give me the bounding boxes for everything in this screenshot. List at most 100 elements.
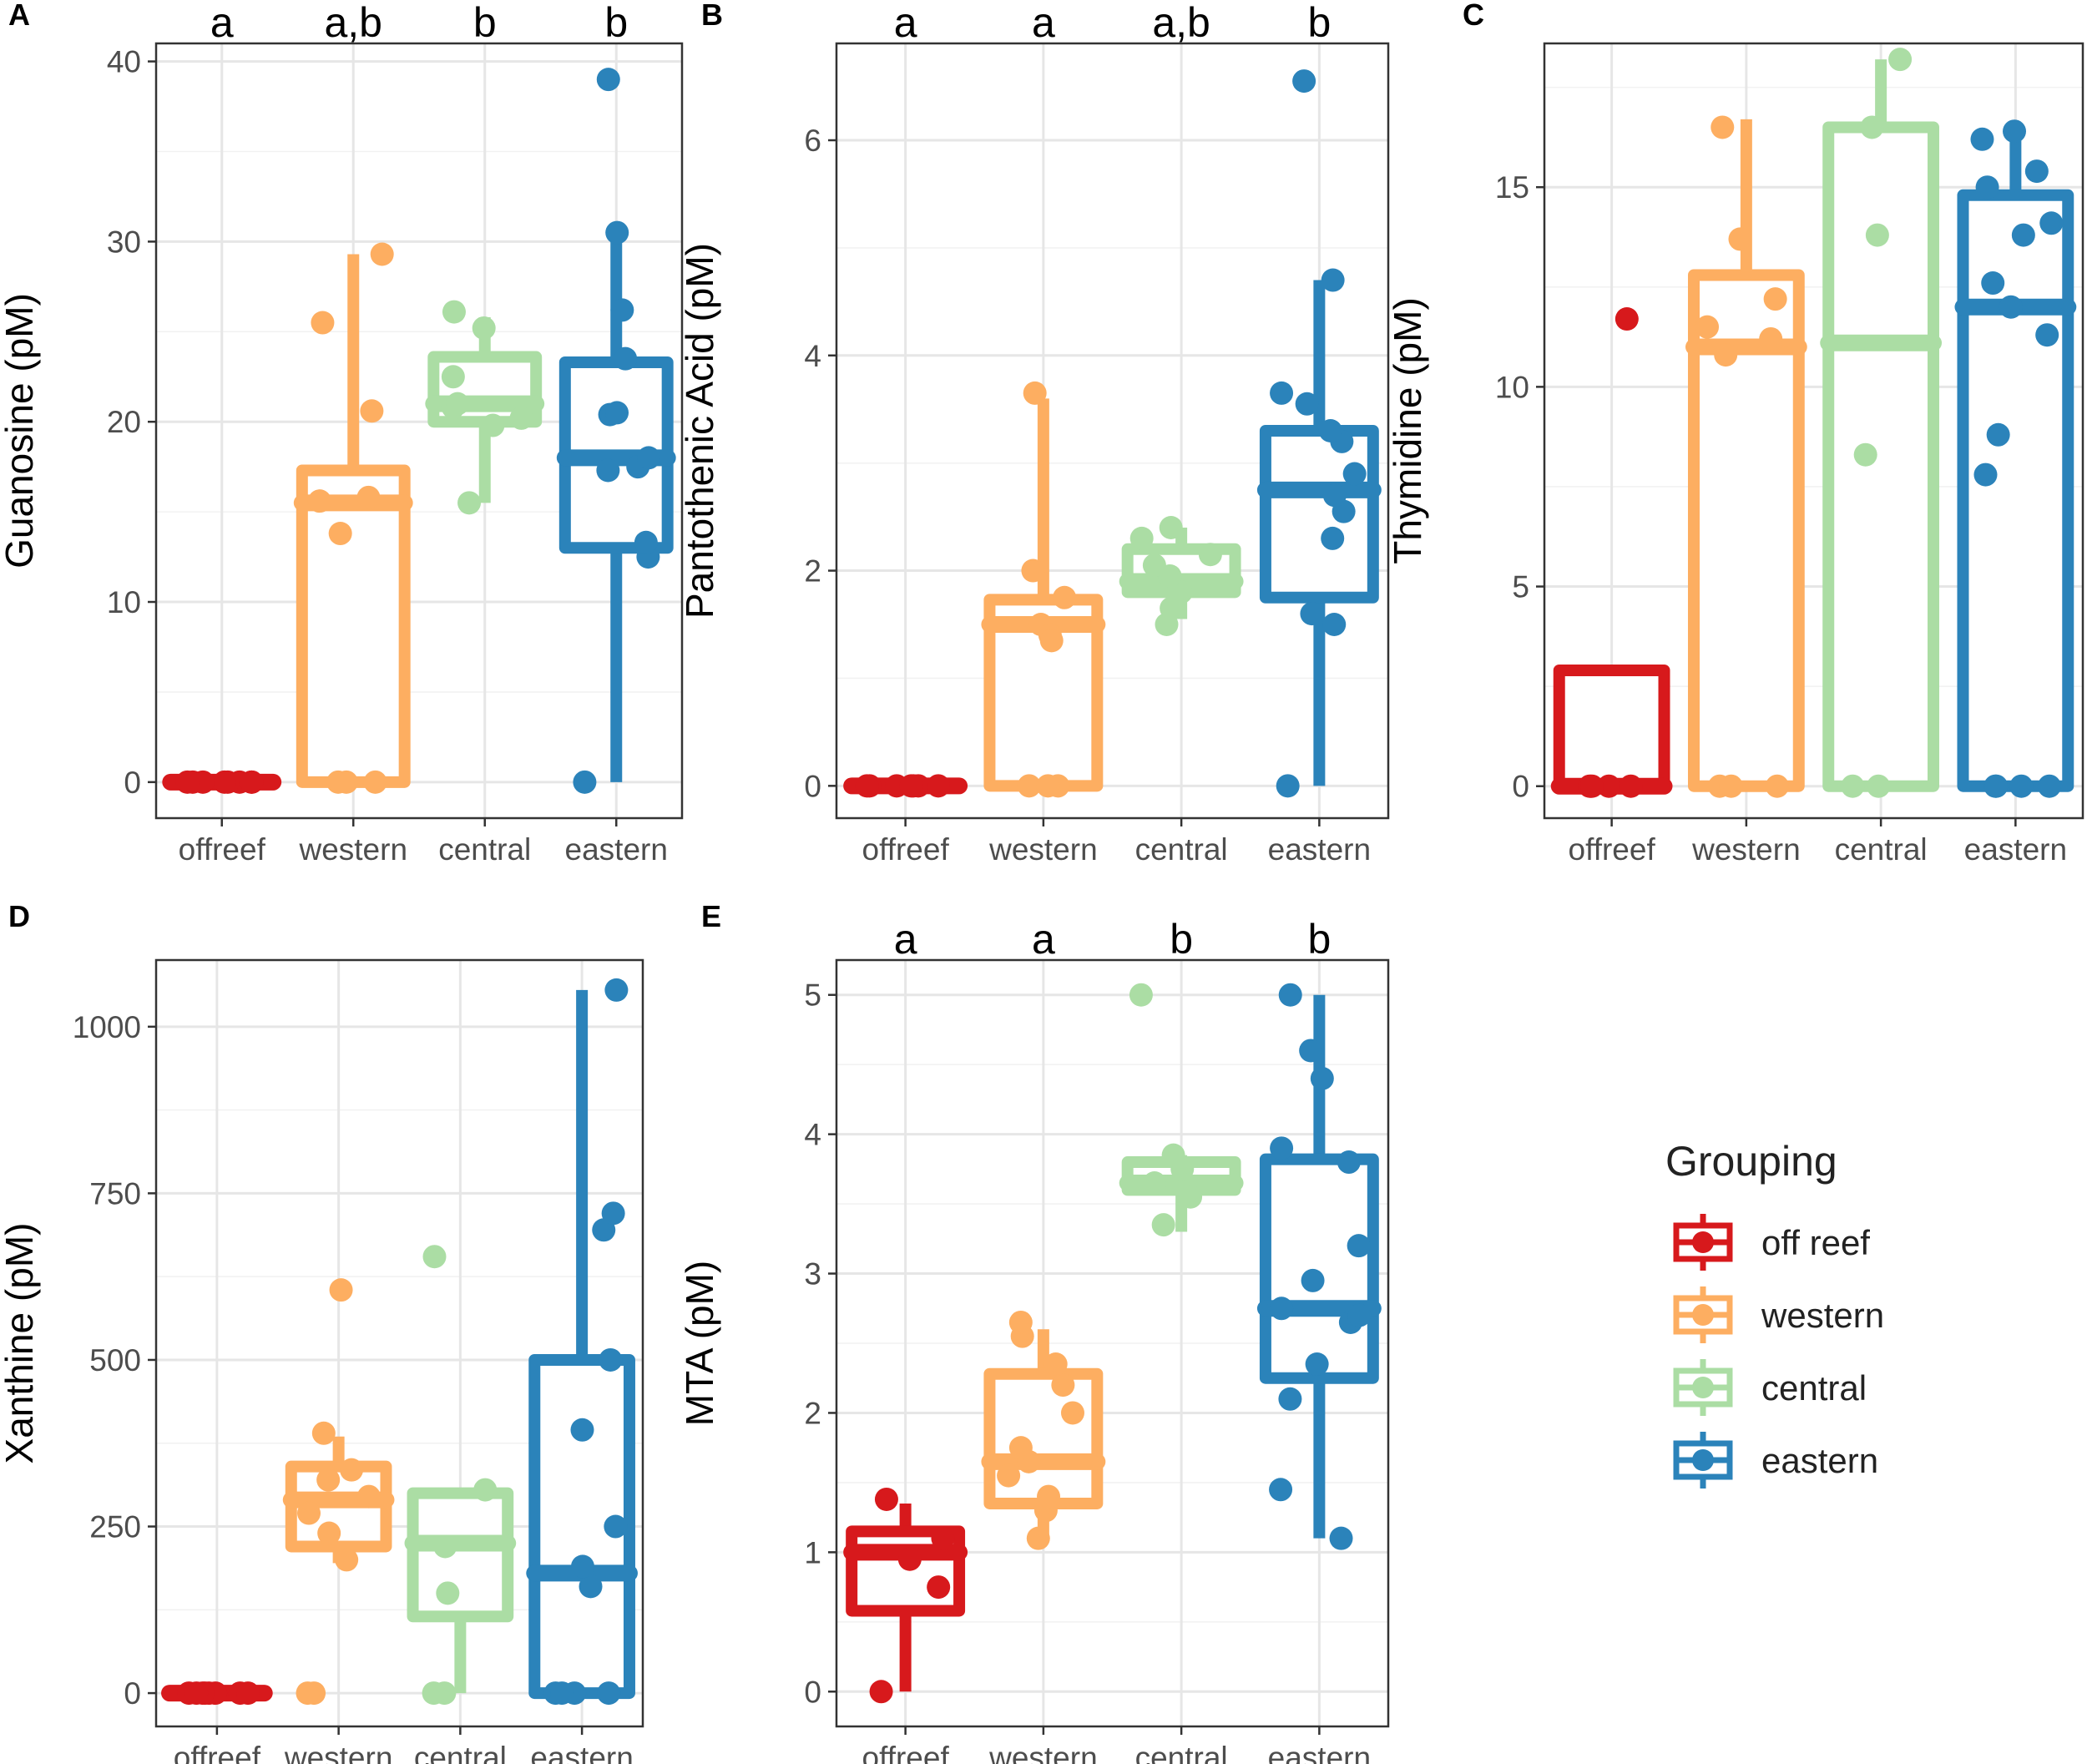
data-point (1321, 268, 1345, 292)
x-tick-label: western (988, 832, 1098, 867)
significance-letter: a (1032, 0, 1055, 46)
data-point (1860, 115, 1884, 139)
data-point (1597, 774, 1621, 798)
data-point (1276, 774, 1300, 798)
data-point (1970, 127, 1994, 151)
data-point (422, 1245, 447, 1269)
data-point (1008, 1436, 1033, 1460)
data-point (1975, 175, 1999, 200)
data-point (307, 489, 331, 513)
significance-letter: a (210, 0, 234, 46)
data-point (605, 220, 629, 245)
data-point (1300, 602, 1324, 626)
data-point (869, 1680, 893, 1704)
x-tick-label: eastern (565, 832, 668, 867)
data-point (1759, 326, 1783, 351)
legend-label: western (1761, 1296, 1884, 1335)
y-tick-label: 5 (804, 978, 821, 1013)
legend-key-eastern: eastern (1673, 1432, 1878, 1489)
data-point (2003, 119, 2027, 144)
y-tick-label: 3 (804, 1257, 821, 1291)
data-point (296, 1681, 320, 1706)
data-point (1023, 381, 1047, 405)
data-point (1039, 629, 1064, 653)
data-point (509, 406, 533, 430)
box-rect (1553, 665, 1670, 792)
panel-label: E (701, 899, 721, 933)
x-tick-label: offreef (174, 1741, 261, 1764)
data-point (1763, 287, 1787, 311)
significance-letter: a (894, 916, 917, 963)
data-point (335, 1548, 359, 1572)
data-point (356, 485, 381, 509)
data-point (897, 1547, 922, 1571)
data-point (175, 770, 200, 794)
data-point (931, 1526, 955, 1550)
data-point (363, 770, 387, 794)
data-point (570, 1418, 594, 1442)
data-point (1984, 774, 2009, 798)
legend-point (1692, 1304, 1714, 1326)
data-point (360, 399, 384, 423)
y-tick-label: 4 (804, 1118, 821, 1152)
data-point (2009, 774, 2034, 798)
x-tick-label: central (1135, 832, 1228, 867)
x-tick-label: western (284, 1741, 393, 1764)
box-rect (1259, 425, 1379, 604)
plot-border (835, 958, 1390, 1728)
data-point (1037, 1484, 1061, 1509)
data-point (326, 770, 351, 794)
data-point (596, 458, 620, 483)
data-point (1347, 1234, 1371, 1258)
data-point (1728, 227, 1752, 251)
data-point (1278, 983, 1302, 1007)
data-point (604, 1514, 628, 1539)
data-point (1305, 1352, 1329, 1377)
x-tick-label: central (1135, 1741, 1228, 1764)
box-rect (407, 1487, 514, 1623)
significance-letter: b (1170, 916, 1193, 963)
data-point (573, 770, 597, 794)
data-point (441, 365, 465, 389)
data-point (899, 774, 923, 798)
data-point (1329, 1526, 1353, 1550)
data-point (1295, 392, 1319, 416)
data-point (1310, 1066, 1334, 1090)
y-tick-label: 500 (89, 1343, 141, 1377)
data-point (1161, 1143, 1185, 1167)
panel-label: A (8, 0, 30, 32)
data-point (317, 1521, 341, 1545)
data-point (1044, 1352, 1068, 1377)
data-point (328, 522, 352, 546)
data-point (1151, 1213, 1175, 1237)
data-point (446, 392, 470, 416)
significance-letter: a (1032, 916, 1055, 963)
data-point (311, 1421, 336, 1445)
x-tick-label: offreef (862, 1741, 950, 1764)
data-point (1888, 48, 1913, 72)
data-point (570, 1554, 594, 1579)
data-point (1322, 613, 1347, 636)
plot-border (835, 42, 1390, 820)
data-point (340, 1458, 364, 1482)
data-point (1051, 1373, 1075, 1398)
panel-d: D 0 250 500 750 1000 offreef western central east… (0, 899, 644, 1764)
legend-key-off-reef: off reef (1673, 1214, 1870, 1271)
data-point (2039, 211, 2064, 235)
data-point (442, 300, 466, 324)
data-point (297, 1501, 321, 1525)
data-point (436, 1581, 460, 1605)
data-point (457, 491, 482, 515)
y-tick-label: 5 (1512, 570, 1529, 604)
y-tick-label: 1000 (73, 1010, 141, 1044)
data-point (1017, 774, 1041, 798)
data-point (2024, 159, 2049, 184)
plot-border (1543, 42, 2084, 820)
data-point (316, 1468, 341, 1492)
data-point (874, 1487, 898, 1511)
data-point (1021, 559, 1045, 583)
box-central (1820, 59, 1943, 792)
data-point (579, 1574, 603, 1599)
x-tick-label: western (988, 1741, 1098, 1764)
